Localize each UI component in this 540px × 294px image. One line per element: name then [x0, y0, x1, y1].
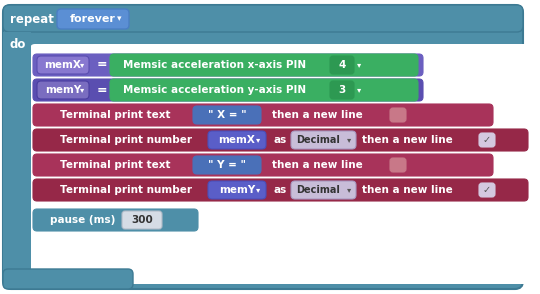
FancyBboxPatch shape [208, 181, 266, 199]
FancyBboxPatch shape [33, 129, 528, 151]
Text: memX: memX [45, 60, 82, 70]
FancyBboxPatch shape [30, 44, 536, 284]
Text: then a new line: then a new line [362, 185, 453, 195]
Text: ✓: ✓ [483, 185, 491, 195]
Text: ▾: ▾ [357, 61, 361, 69]
FancyBboxPatch shape [33, 79, 423, 101]
Text: memY: memY [45, 85, 81, 95]
FancyBboxPatch shape [291, 131, 356, 149]
FancyBboxPatch shape [37, 81, 89, 99]
Text: 300: 300 [131, 215, 153, 225]
Text: then a new line: then a new line [272, 160, 363, 170]
FancyBboxPatch shape [479, 133, 495, 147]
FancyBboxPatch shape [110, 54, 418, 76]
Text: ▾: ▾ [117, 14, 122, 24]
FancyBboxPatch shape [193, 156, 261, 174]
Text: as: as [273, 185, 286, 195]
Text: Terminal print text: Terminal print text [60, 160, 171, 170]
FancyBboxPatch shape [479, 183, 495, 197]
Text: 4: 4 [339, 60, 346, 70]
Text: Terminal print number: Terminal print number [60, 185, 192, 195]
Text: do: do [10, 38, 26, 51]
Text: 3: 3 [339, 85, 346, 95]
Text: ▾: ▾ [357, 86, 361, 94]
Text: Memsic acceleration y-axis PIN: Memsic acceleration y-axis PIN [124, 85, 307, 95]
Text: then a new line: then a new line [362, 135, 453, 145]
FancyBboxPatch shape [291, 181, 356, 199]
Text: as: as [273, 135, 286, 145]
FancyBboxPatch shape [57, 9, 129, 29]
Text: ▾: ▾ [80, 86, 84, 94]
FancyBboxPatch shape [330, 56, 354, 74]
Text: Terminal print number: Terminal print number [60, 135, 192, 145]
FancyBboxPatch shape [3, 5, 523, 289]
Text: Decimal: Decimal [296, 185, 340, 195]
Text: ▾: ▾ [347, 136, 351, 144]
Text: pause (ms): pause (ms) [50, 215, 116, 225]
FancyBboxPatch shape [122, 211, 162, 229]
FancyBboxPatch shape [33, 209, 198, 231]
FancyBboxPatch shape [3, 32, 31, 284]
FancyBboxPatch shape [33, 154, 493, 176]
FancyBboxPatch shape [37, 56, 89, 74]
Text: " Y = ": " Y = " [208, 160, 246, 170]
Text: forever: forever [70, 14, 116, 24]
Text: =: = [97, 59, 107, 71]
FancyBboxPatch shape [208, 131, 266, 149]
Text: ▾: ▾ [256, 186, 260, 195]
Text: ▾: ▾ [347, 186, 351, 195]
FancyBboxPatch shape [390, 158, 406, 172]
Text: Decimal: Decimal [296, 135, 340, 145]
Text: memX: memX [219, 135, 255, 145]
FancyBboxPatch shape [33, 54, 423, 76]
FancyBboxPatch shape [33, 104, 493, 126]
FancyBboxPatch shape [110, 79, 418, 101]
Text: then a new line: then a new line [272, 110, 363, 120]
Text: " X = ": " X = " [208, 110, 246, 120]
Text: =: = [97, 83, 107, 96]
Text: repeat: repeat [10, 13, 54, 26]
Text: ✓: ✓ [483, 135, 491, 145]
Text: Memsic acceleration x-axis PIN: Memsic acceleration x-axis PIN [124, 60, 307, 70]
FancyBboxPatch shape [390, 108, 406, 122]
FancyBboxPatch shape [193, 106, 261, 124]
FancyBboxPatch shape [33, 179, 528, 201]
Text: ▾: ▾ [80, 61, 84, 69]
Text: Terminal print text: Terminal print text [60, 110, 171, 120]
FancyBboxPatch shape [3, 269, 133, 289]
FancyBboxPatch shape [330, 81, 354, 99]
Text: ▾: ▾ [256, 136, 260, 144]
FancyBboxPatch shape [3, 5, 523, 32]
Text: memY: memY [219, 185, 255, 195]
